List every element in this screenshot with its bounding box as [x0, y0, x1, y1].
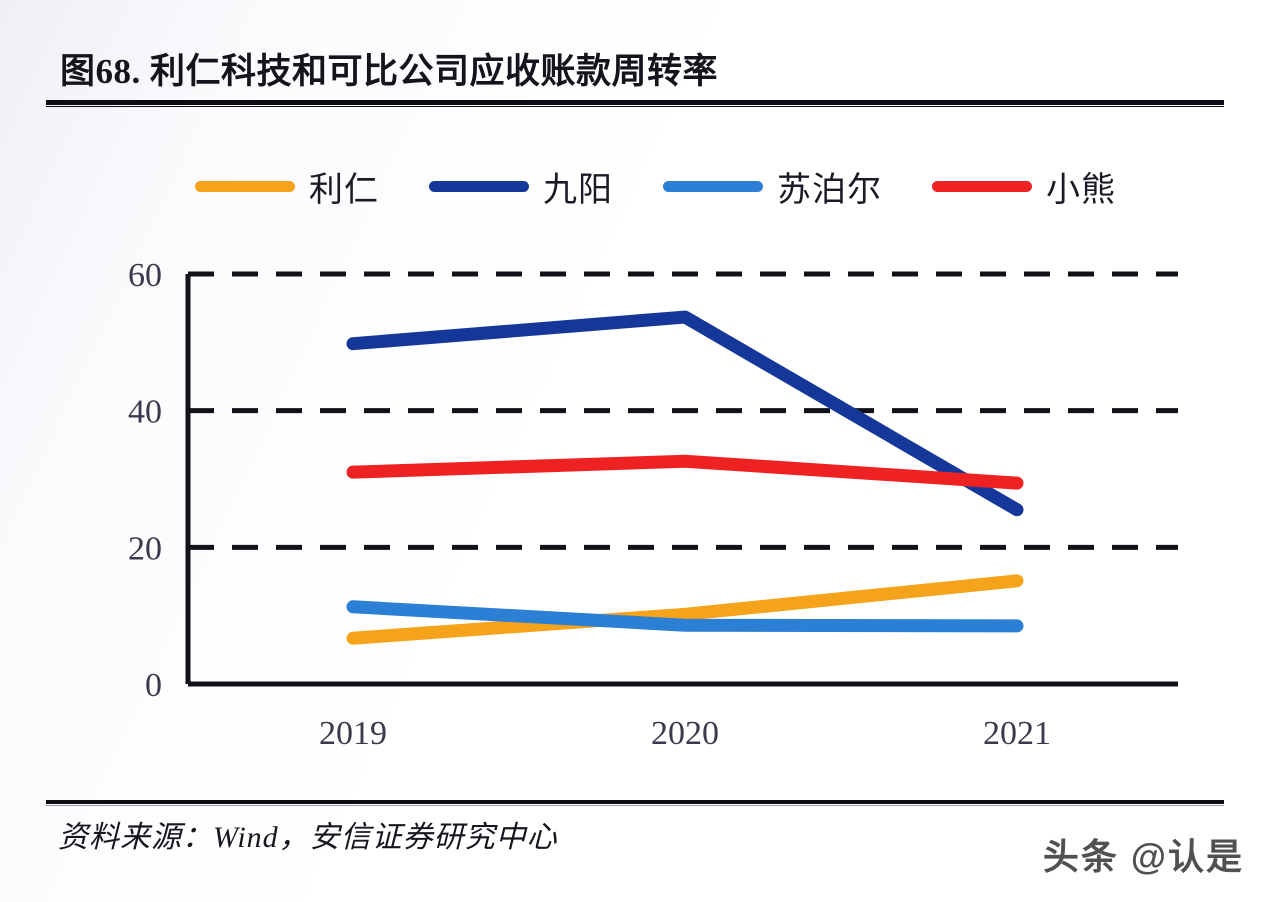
chart-legend: 利仁 九阳 苏泊尔 小熊	[195, 158, 1155, 214]
legend-swatch-icon	[932, 180, 1032, 192]
watermark: 头条 @认是	[1042, 836, 1244, 877]
legend-swatch-icon	[195, 180, 295, 192]
title-divider	[46, 100, 1224, 107]
legend-label: 利仁	[309, 171, 379, 209]
legend-label: 小熊	[1046, 171, 1116, 209]
legend-item-supor[interactable]: 苏泊尔	[663, 162, 882, 211]
legend-swatch-icon	[429, 180, 529, 192]
footer-divider	[46, 800, 1224, 806]
page-title: 图68. 利仁科技和可比公司应收账款周转率	[60, 51, 719, 91]
legend-label: 九阳	[543, 171, 613, 209]
legend-item-joyoung[interactable]: 九阳	[429, 162, 613, 211]
source-note: 资料来源：Wind，安信证券研究中心	[58, 821, 558, 854]
legend-item-lirén[interactable]: 利仁	[195, 162, 379, 211]
legend-swatch-icon	[663, 180, 763, 192]
legend-item-bear[interactable]: 小熊	[932, 162, 1116, 211]
legend-label: 苏泊尔	[777, 171, 882, 209]
